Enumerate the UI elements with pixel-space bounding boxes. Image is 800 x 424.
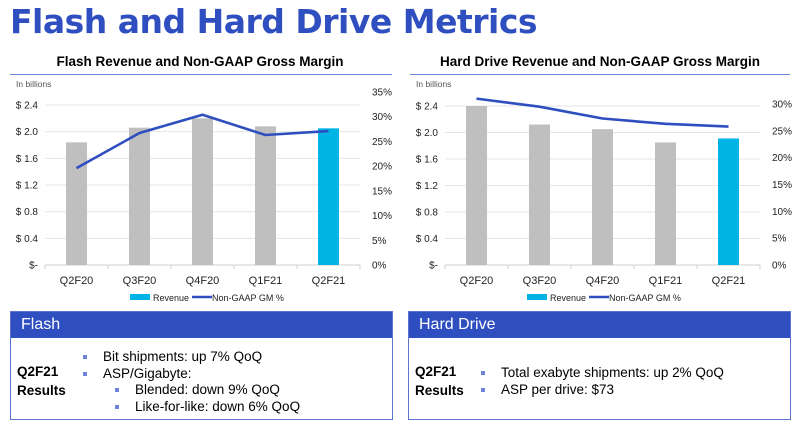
- bullet-icon: [481, 387, 485, 392]
- left-tick-label: $ 2.0: [16, 127, 39, 138]
- left-tick-label: $ 1.2: [416, 181, 439, 192]
- bullet-icon: [83, 371, 87, 376]
- gm-line: [476, 97, 729, 128]
- right-tick-label: 25%: [372, 137, 392, 148]
- left-tick-label: $ 0.8: [16, 207, 39, 218]
- flash-label-results: Results: [17, 383, 66, 398]
- hdd-chart-title: Hard Drive Revenue and Non-GAAP Gross Ma…: [439, 54, 761, 69]
- flash-chart: In billions $- $ 0.4 $ 0.8 $ 1.2 $ 1.6 $ 2.0 $ …: [16, 79, 392, 303]
- hdd-bullet-list: Total exabyte shipments: up 2% QoQ ASP pe…: [479, 365, 724, 398]
- page-title: Flash and Hard Drive Metrics: [10, 2, 538, 41]
- bullet-text: Blended: down 9% QoQ: [135, 382, 280, 397]
- category-label: Q2F21: [712, 275, 746, 287]
- hdd-box-heading: Hard Drive: [409, 312, 790, 338]
- right-tick-label: 10%: [372, 211, 392, 222]
- right-tick-label: 30%: [772, 100, 792, 111]
- left-tick-label: $ 2.4: [16, 101, 39, 112]
- hdd-results-box: Hard Drive Q2F21 Results Total exabyte s…: [408, 311, 791, 420]
- unit-note: In billions: [416, 79, 451, 89]
- bullet-text: Total exabyte shipments: up 2% QoQ: [501, 365, 724, 380]
- category-label: Q2F20: [460, 275, 494, 287]
- left-tick-label: $ 0.8: [416, 208, 439, 219]
- right-tick-label: 20%: [372, 162, 392, 173]
- revenue-bar: [66, 142, 87, 265]
- right-tick-label: 0%: [372, 261, 387, 272]
- bullet-item: ASP/Gigabyte:: [81, 366, 300, 383]
- right-tick-label: 20%: [772, 153, 792, 164]
- right-tick-label: 30%: [372, 112, 392, 123]
- flash-title-rule: [10, 74, 392, 75]
- left-tick-label: $ 1.2: [16, 181, 39, 192]
- bullet-icon: [115, 388, 119, 392]
- legend-revenue-swatch: [527, 294, 547, 300]
- category-label: Q2F20: [60, 275, 94, 287]
- bullet-item: Total exabyte shipments: up 2% QoQ: [479, 365, 724, 382]
- bullet-text: Bit shipments: up 7% QoQ: [103, 349, 263, 364]
- right-tick-label: 0%: [772, 261, 787, 272]
- category-label: Q3F20: [523, 275, 557, 287]
- category-label: Q1F21: [249, 275, 283, 287]
- left-tick-label: $-: [29, 261, 38, 272]
- revenue-bar: [129, 127, 150, 266]
- revenue-bar: [318, 128, 339, 265]
- legend-gm-label: Non-GAAP GM %: [212, 293, 284, 303]
- hdd-label-results: Results: [415, 383, 464, 398]
- bullet-text: Like-for-like: down 6% QoQ: [135, 398, 301, 414]
- left-tick-label: $ 0.4: [416, 234, 439, 245]
- right-tick-label: 5%: [772, 234, 787, 245]
- right-tick-label: 10%: [772, 207, 792, 218]
- right-tick-label: 15%: [372, 186, 392, 197]
- bullet-icon: [115, 404, 119, 409]
- flash-chart-title: Flash Revenue and Non-GAAP Gross Margin: [56, 54, 344, 69]
- left-tick-label: $ 1.6: [416, 155, 439, 166]
- revenue-bar: [466, 106, 487, 265]
- category-label: Q4F20: [186, 275, 220, 287]
- category-label: Q4F20: [586, 275, 620, 287]
- left-tick-label: $-: [429, 261, 438, 272]
- bullet-icon: [481, 371, 485, 375]
- hdd-results-label: Q2F21 Results: [415, 362, 464, 400]
- legend-revenue-swatch: [130, 294, 150, 300]
- right-tick-label: 25%: [772, 126, 792, 137]
- revenue-bar: [655, 142, 676, 265]
- left-tick-label: $ 0.4: [16, 234, 39, 245]
- revenue-bar: [192, 118, 213, 265]
- flash-label-period: Q2F21: [17, 364, 59, 379]
- hdd-title-rule: [410, 74, 790, 75]
- revenue-bar: [592, 129, 613, 265]
- flash-results-label: Q2F21 Results: [17, 362, 66, 400]
- bullet-icon: [83, 355, 87, 359]
- flash-box-heading: Flash: [11, 312, 392, 338]
- revenue-bar: [718, 138, 739, 265]
- left-tick-label: $ 2.4: [416, 102, 439, 113]
- bullet-item: Blended: down 9% QoQ: [81, 382, 300, 399]
- left-tick-label: $ 1.6: [16, 154, 39, 165]
- bullet-text: ASP/Gigabyte:: [103, 365, 192, 381]
- flash-results-box: Flash Q2F21 Results Bit shipments: up 7%…: [10, 311, 393, 420]
- right-tick-label: 5%: [372, 236, 387, 247]
- left-tick-label: $ 2.0: [416, 128, 439, 139]
- right-tick-label: 35%: [372, 88, 392, 99]
- bullet-item: Like-for-like: down 6% QoQ: [81, 399, 300, 416]
- hdd-label-period: Q2F21: [415, 364, 457, 379]
- bullet-item: ASP per drive: $73: [479, 382, 724, 399]
- legend-revenue-label: Revenue: [550, 293, 586, 303]
- bullet-text: ASP per drive: $73: [501, 381, 615, 397]
- flash-bullet-list: Bit shipments: up 7% QoQ ASP/Gigabyte: Ble…: [81, 349, 300, 415]
- revenue-bar: [255, 126, 276, 265]
- category-label: Q3F20: [123, 275, 157, 287]
- bullet-item: Bit shipments: up 7% QoQ: [81, 349, 300, 366]
- legend-revenue-label: Revenue: [153, 293, 189, 303]
- unit-note: In billions: [16, 79, 51, 89]
- right-tick-label: 15%: [772, 180, 792, 191]
- category-label: Q2F21: [312, 275, 346, 287]
- legend-gm-label: Non-GAAP GM %: [609, 293, 681, 303]
- revenue-bar: [529, 124, 550, 265]
- hdd-chart: In billions $- $ 0.4 $ 0.8 $ 1.2 $ 1.6 $ 2.0 $ …: [416, 79, 792, 303]
- category-label: Q1F21: [649, 275, 683, 287]
